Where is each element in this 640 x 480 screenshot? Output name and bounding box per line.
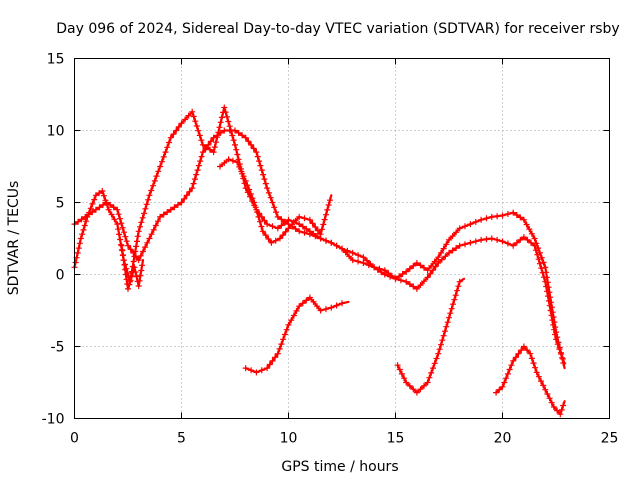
y-tick-label: 0 <box>56 268 65 284</box>
series-markers-track-f <box>394 278 463 396</box>
y-tick-label: 15 <box>47 52 65 68</box>
series-markers-track-b <box>71 127 566 362</box>
x-tick-label: 0 <box>70 431 79 447</box>
y-tick-label: -5 <box>51 340 65 356</box>
y-tick-label: 5 <box>56 196 65 212</box>
series-markers-track-e <box>242 294 345 376</box>
x-axis-label: GPS time / hours <box>281 459 398 475</box>
grid <box>74 58 610 419</box>
x-tick-label: 25 <box>601 431 619 447</box>
series-markers-track-g <box>493 343 567 418</box>
y-tick-label: 10 <box>47 124 65 140</box>
series-markers-track-c <box>217 156 333 246</box>
x-tick-label: 15 <box>387 431 405 447</box>
y-tick-label: -10 <box>42 412 65 428</box>
series-layer <box>71 104 567 418</box>
chart-title: Day 096 of 2024, Sidereal Day-to-day VTE… <box>56 21 619 37</box>
series-markers-track-a <box>71 104 567 366</box>
y-axis-label: SDTVAR / TECUs <box>6 181 22 296</box>
series-track-c <box>218 158 333 244</box>
x-tick-label: 10 <box>280 431 298 447</box>
plot-frame <box>74 58 610 419</box>
series-markers-track-d <box>118 242 146 292</box>
x-tick-label: 20 <box>494 431 512 447</box>
ticks: 0 5 10 15 20 25 -10 -5 0 5 10 15 <box>42 52 619 447</box>
x-tick-label: 5 <box>177 431 186 447</box>
